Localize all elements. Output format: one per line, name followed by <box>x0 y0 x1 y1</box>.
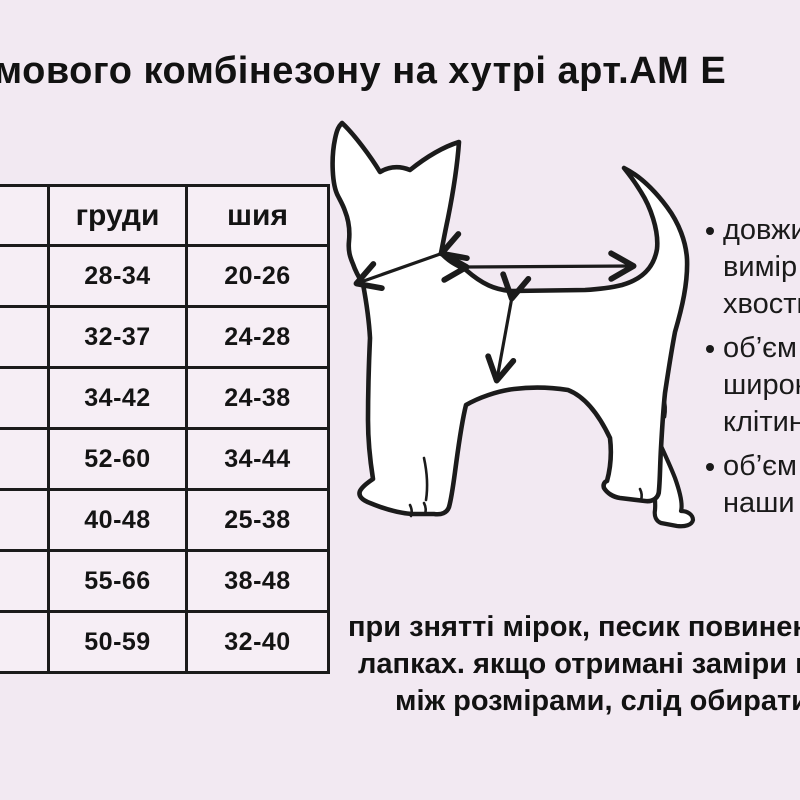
bullet-dot-icon <box>706 227 714 235</box>
size-table: а груди шия 28-34 20-26 32-37 24-28 34-4… <box>0 184 330 674</box>
note-line: об’єм <box>723 450 797 482</box>
dog-outline <box>330 120 690 517</box>
cell-neck: 24-28 <box>185 305 330 369</box>
note-line: довжи <box>723 214 800 246</box>
cell-size <box>0 488 50 552</box>
table-row: 40-48 25-38 <box>0 488 330 552</box>
note-line: наши <box>723 487 795 519</box>
note-line: хвости <box>723 288 800 320</box>
page-title: мового комбінезону на хутрі арт.АМ Е <box>0 50 727 92</box>
column-header-neck: шия <box>185 184 330 247</box>
cell-neck: 38-48 <box>185 549 330 613</box>
note-line: широк <box>723 369 800 401</box>
back-length-arrow <box>441 250 637 283</box>
measurement-notes-list: довжи вимір хвости об’єм широк клітин об… <box>706 212 800 529</box>
table-row: 55-66 38-48 <box>0 549 330 613</box>
cell-neck: 20-26 <box>185 244 330 308</box>
cell-neck: 32-40 <box>185 610 330 674</box>
cell-chest: 40-48 <box>47 488 188 552</box>
size-table-header-row: а груди шия <box>0 184 330 247</box>
list-item: довжи вимір хвости <box>706 212 800 323</box>
cell-chest: 32-37 <box>47 305 188 369</box>
footer-note-line: між розмірами, слід обирати б <box>395 685 800 717</box>
cell-chest: 34-42 <box>47 366 188 430</box>
table-row: 52-60 34-44 <box>0 427 330 491</box>
chest-girth-arrow <box>485 271 532 384</box>
measurement-arrows <box>353 231 637 384</box>
cell-neck: 25-38 <box>185 488 330 552</box>
list-item: об’єм наши <box>706 448 800 522</box>
table-row: 50-59 32-40 <box>0 610 330 674</box>
cell-size <box>0 610 50 674</box>
footer-note-line: лапках. якщо отримані заміри пе <box>358 648 800 680</box>
dog-detail-lines <box>408 396 667 518</box>
note-line: вимір <box>723 251 798 283</box>
bullet-dot-icon <box>706 463 714 471</box>
cell-size <box>0 366 50 430</box>
list-item: об’єм широк клітин <box>706 330 800 441</box>
cell-size <box>0 305 50 369</box>
bullet-dot-icon <box>706 345 714 353</box>
cell-size <box>0 549 50 613</box>
note-line: об’єм <box>723 332 797 364</box>
dog-far-rear-leg <box>644 415 696 529</box>
footer-note-line: при знятті мірок, песик повинен с <box>348 611 800 643</box>
cell-chest: 55-66 <box>47 549 188 613</box>
note-line: клітин <box>723 406 800 438</box>
cell-chest: 52-60 <box>47 427 188 491</box>
cell-size <box>0 427 50 491</box>
cell-chest: 28-34 <box>47 244 188 308</box>
cell-neck: 24-38 <box>185 366 330 430</box>
cell-size <box>0 244 50 308</box>
column-header-chest: груди <box>47 184 188 247</box>
table-row: 34-42 24-38 <box>0 366 330 430</box>
cell-neck: 34-44 <box>185 427 330 491</box>
table-row: 32-37 24-28 <box>0 305 330 369</box>
table-row: 28-34 20-26 <box>0 244 330 308</box>
column-header-cut: а <box>0 184 50 247</box>
cell-chest: 50-59 <box>47 610 188 674</box>
neck-girth-arrow <box>353 231 470 292</box>
